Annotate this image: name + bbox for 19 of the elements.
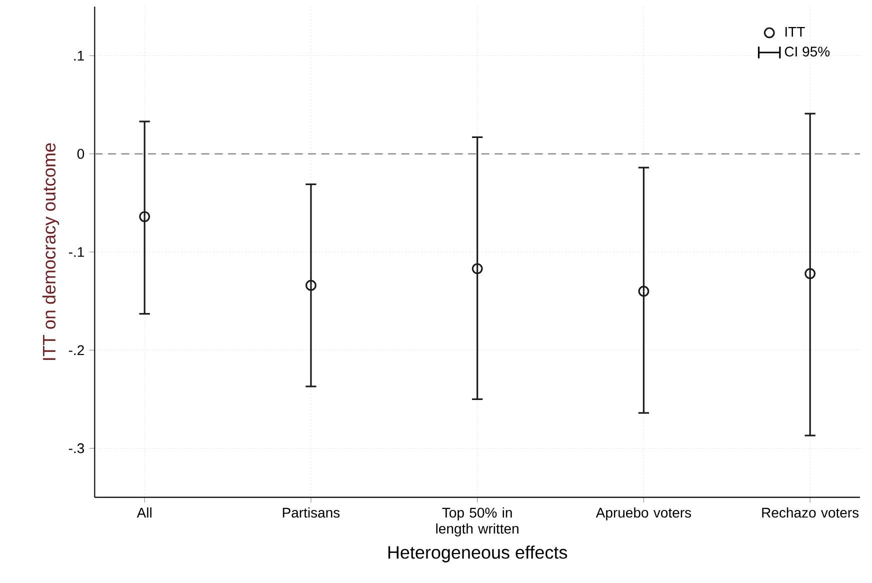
x-tick-label: All: [136, 508, 152, 518]
y-tick-label: -.1: [68, 247, 84, 257]
x-axis-title: Heterogeneous effects: [388, 546, 568, 563]
x-tick-label: Top 50% in length written: [436, 508, 518, 537]
point: [305, 280, 316, 291]
x-tick-label: Rechazo voters: [762, 508, 859, 518]
point: [139, 211, 150, 222]
y-tick-label: 0: [77, 149, 84, 160]
legend-label: ITT: [785, 27, 805, 37]
point: [638, 286, 650, 297]
y-tick-label: .1: [74, 51, 84, 61]
y-axis-title: ITT on democracy outcome: [42, 143, 60, 360]
point: [472, 263, 483, 274]
y-tick-label: -.3: [68, 443, 84, 454]
x-tick-label: Partisans: [282, 508, 340, 518]
annotation: CI 95%: [784, 46, 830, 57]
x-tick-label: Apruebo voters: [596, 508, 692, 521]
point: [804, 268, 816, 280]
y-tick-label: -.2: [68, 345, 84, 356]
